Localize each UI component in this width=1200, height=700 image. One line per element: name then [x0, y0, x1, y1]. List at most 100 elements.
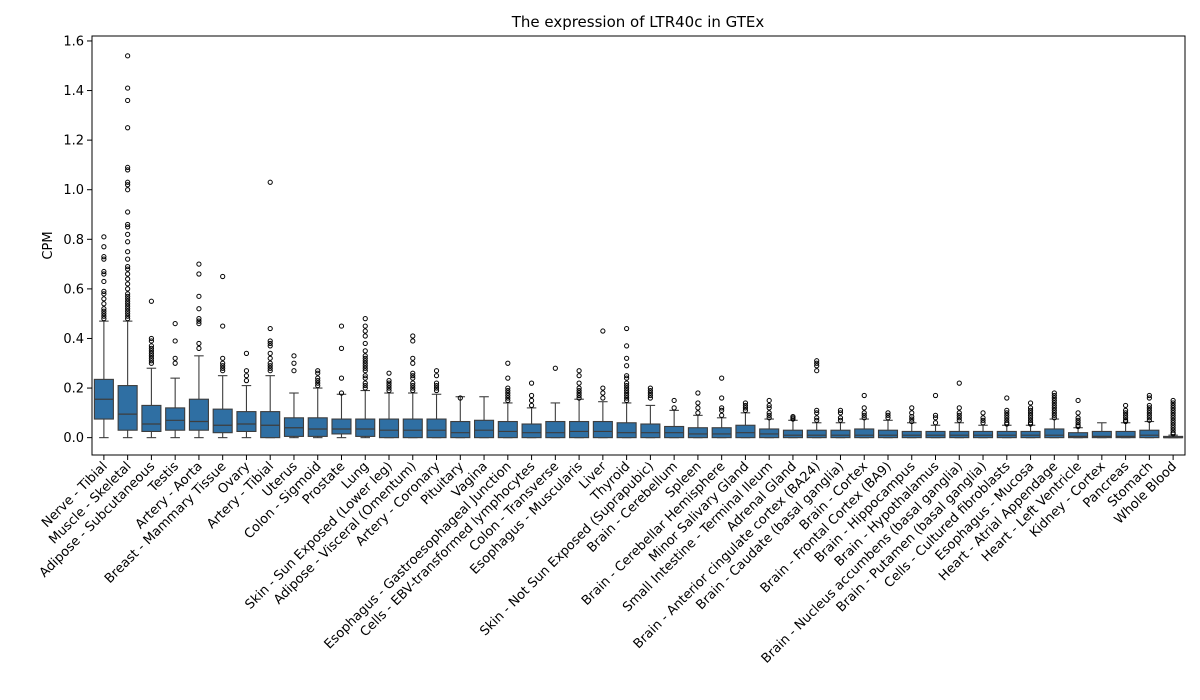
- outlier-point: [742, 400, 749, 406]
- outlier-point: [1170, 425, 1176, 431]
- outlier-point: [695, 410, 701, 416]
- box-group: [759, 397, 780, 439]
- box: [521, 423, 542, 439]
- outlier-point: [980, 417, 986, 423]
- box: [877, 429, 899, 439]
- outlier-point: [624, 380, 630, 386]
- outlier-point: [742, 407, 749, 413]
- outlier-point: [766, 405, 772, 411]
- outlier-point: [220, 360, 226, 366]
- outlier-point: [505, 390, 511, 396]
- outlier-point: [980, 415, 986, 421]
- outlier-point: [1146, 405, 1152, 411]
- box: [616, 422, 637, 439]
- outlier-point: [624, 392, 630, 399]
- outlier-point: [790, 413, 796, 420]
- outlier-point: [766, 410, 772, 416]
- outlier-point: [1170, 397, 1176, 404]
- box-group: [307, 368, 328, 439]
- box: [640, 423, 661, 439]
- outlier-point: [1004, 420, 1010, 426]
- outlier-point: [125, 221, 131, 228]
- box: [759, 428, 780, 439]
- box: [117, 385, 138, 431]
- outlier-point: [125, 53, 131, 59]
- box: [592, 420, 613, 439]
- box: [331, 418, 352, 435]
- outlier-point: [433, 387, 440, 394]
- outlier-point: [1170, 417, 1176, 423]
- outlier-point: [1170, 427, 1176, 433]
- outlier-point: [386, 380, 392, 386]
- outlier-point: [1027, 405, 1034, 411]
- outlier-point: [148, 360, 155, 366]
- outlier-point: [125, 301, 131, 307]
- outlier-point: [695, 405, 701, 411]
- outlier-point: [101, 311, 107, 317]
- outlier-point: [267, 365, 273, 371]
- box: [188, 398, 209, 431]
- outlier-point: [125, 286, 131, 292]
- box-group: [1115, 402, 1136, 439]
- outlier-point: [148, 350, 155, 356]
- outlier-point: [267, 338, 273, 344]
- outlier-point: [101, 268, 107, 275]
- outlier-point: [1170, 422, 1176, 428]
- box: [1068, 432, 1089, 439]
- outlier-point: [362, 353, 368, 359]
- outlier-point: [1170, 430, 1176, 436]
- outlier-point: [148, 353, 155, 359]
- outlier-point: [719, 395, 725, 401]
- outlier-point: [528, 392, 535, 399]
- outlier-point: [505, 395, 511, 401]
- outlier-point: [220, 368, 226, 374]
- outlier-point: [386, 378, 392, 384]
- outlier-point: [1170, 415, 1176, 421]
- outlier-point: [624, 375, 630, 381]
- outlier-point: [125, 276, 131, 282]
- outlier-point: [766, 412, 772, 418]
- outlier-point: [125, 298, 131, 304]
- outlier-point: [410, 375, 416, 381]
- outlier-point: [315, 370, 321, 376]
- outlier-point: [410, 338, 416, 344]
- outlier-point: [101, 313, 107, 319]
- outlier-point: [624, 382, 630, 389]
- outlier-point: [243, 373, 250, 379]
- box: [545, 420, 566, 439]
- outlier-point: [766, 415, 772, 421]
- outlier-point: [505, 387, 511, 394]
- box: [830, 429, 851, 439]
- outlier-point: [1146, 415, 1152, 421]
- outlier-point: [1004, 417, 1010, 423]
- outlier-point: [125, 249, 131, 255]
- outlier-point: [956, 380, 962, 386]
- outlier-point: [291, 353, 297, 359]
- outlier-point: [220, 273, 226, 280]
- outlier-point: [624, 325, 630, 332]
- outlier-point: [576, 395, 582, 401]
- outlier-point: [125, 187, 131, 193]
- outlier-point: [600, 390, 606, 396]
- outlier-point: [362, 380, 368, 386]
- box-group: [1163, 397, 1184, 439]
- outlier-point: [1027, 410, 1034, 416]
- box: [972, 430, 994, 439]
- box: [996, 430, 1017, 439]
- outlier-point: [362, 363, 368, 369]
- box: [260, 411, 281, 439]
- box: [165, 407, 186, 431]
- outlier-point: [1075, 417, 1081, 423]
- outlier-point: [125, 224, 131, 230]
- outlier-point: [528, 397, 535, 404]
- outlier-point: [647, 390, 653, 396]
- outlier-point: [624, 387, 630, 394]
- outlier-point: [1051, 392, 1057, 399]
- y-tick-label: 0.4: [63, 332, 84, 347]
- box-group: [283, 353, 305, 439]
- outlier-point: [1075, 415, 1081, 421]
- outlier-point: [624, 355, 630, 361]
- outlier-point: [196, 316, 202, 322]
- outlier-point: [433, 385, 440, 391]
- outlier-point: [362, 368, 368, 374]
